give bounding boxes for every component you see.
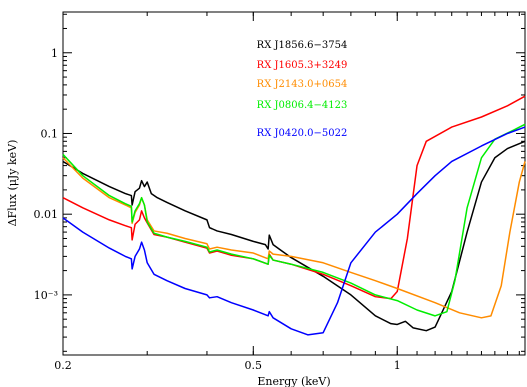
x-tick-label: 0.2 — [54, 359, 72, 372]
legend-entry: RX J1605.3+3249 — [257, 60, 348, 71]
x-tick-label: 1 — [394, 359, 401, 372]
legend-entry: RX J0806.4−4123 — [257, 100, 348, 111]
series-line-1 — [62, 140, 526, 332]
legend-entry: RX J0420.0−5022 — [257, 128, 348, 139]
legend: RX J1856.6−3754 RX J1605.3+3249 RX J2143.0… — [257, 40, 348, 139]
legend-entry: RX J2143.0+0654 — [257, 79, 348, 90]
legend-entry: RX J1856.6−3754 — [257, 40, 348, 51]
y-tick-label: 1 — [51, 47, 58, 60]
series-group — [62, 95, 526, 336]
y-axis-title: ΔFlux (μJy keV) — [6, 140, 19, 227]
x-tick-label: 0.5 — [245, 359, 263, 372]
plot-frame — [62, 11, 526, 356]
y-tick-label: 0.1 — [41, 127, 59, 140]
y-tick-label: 10⁻³ — [34, 289, 58, 302]
y-tick-label: 0.01 — [34, 208, 59, 221]
axis-ticks: 0.2 0.5 1 10⁻³ 0.01 0.1 1 — [34, 12, 525, 372]
series-line-4 — [62, 123, 526, 317]
series-line-5 — [62, 126, 526, 336]
series-line-2 — [62, 95, 526, 300]
x-axis-title: Energy (keV) — [257, 375, 330, 387]
